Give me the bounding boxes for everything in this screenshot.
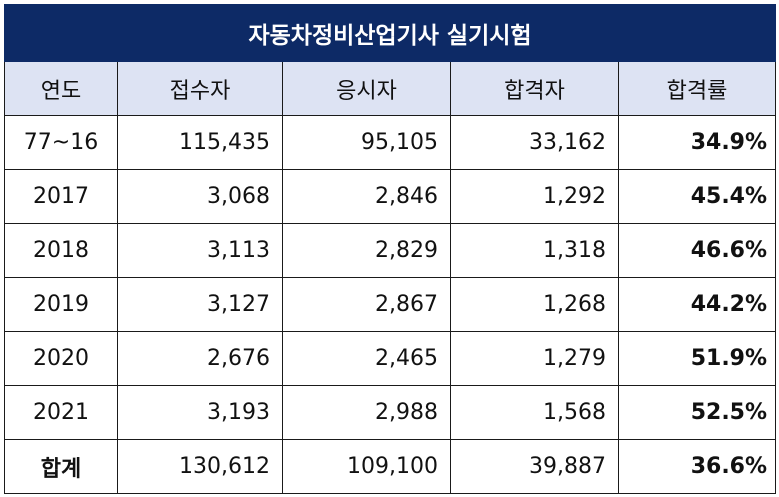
cell-pass-rate: 34.9% — [617, 115, 777, 170]
exam-stats-table-container: 자동차정비산업기사 실기시험 연도 접수자 응시자 합격자 합격률 77~16 … — [3, 4, 777, 494]
cell-passers: 33,162 — [450, 115, 619, 170]
cell-year: 2021 — [4, 385, 118, 440]
header-pass-rate: 합격률 — [617, 61, 777, 116]
total-passers: 39,887 — [450, 439, 619, 494]
cell-examinees: 2,829 — [282, 223, 451, 278]
total-examinees: 109,100 — [282, 439, 451, 494]
cell-pass-rate: 51.9% — [617, 331, 777, 386]
cell-year: 77~16 — [4, 115, 118, 170]
table-row: 2019 3,127 2,867 1,268 44.2% — [4, 277, 777, 332]
cell-applicants: 3,127 — [117, 277, 283, 332]
cell-year: 2017 — [4, 169, 118, 224]
header-passers: 합격자 — [450, 61, 619, 116]
header-row: 연도 접수자 응시자 합격자 합격률 — [4, 61, 777, 116]
table-row: 2017 3,068 2,846 1,292 45.4% — [4, 169, 777, 224]
cell-pass-rate: 45.4% — [617, 169, 777, 224]
header-year: 연도 — [4, 61, 118, 116]
cell-passers: 1,279 — [450, 331, 619, 386]
cell-examinees: 2,846 — [282, 169, 451, 224]
cell-examinees: 2,867 — [282, 277, 451, 332]
table-row: 77~16 115,435 95,105 33,162 34.9% — [4, 115, 777, 170]
cell-pass-rate: 46.6% — [617, 223, 777, 278]
header-examinees: 응시자 — [282, 61, 451, 116]
exam-stats-table: 자동차정비산업기사 실기시험 연도 접수자 응시자 합격자 합격률 77~16 … — [3, 4, 777, 494]
cell-pass-rate: 52.5% — [617, 385, 777, 440]
header-applicants: 접수자 — [117, 61, 283, 116]
cell-applicants: 3,193 — [117, 385, 283, 440]
total-applicants: 130,612 — [117, 439, 283, 494]
cell-pass-rate: 44.2% — [617, 277, 777, 332]
cell-passers: 1,268 — [450, 277, 619, 332]
cell-applicants: 3,068 — [117, 169, 283, 224]
table-row: 2021 3,193 2,988 1,568 52.5% — [4, 385, 777, 440]
cell-passers: 1,292 — [450, 169, 619, 224]
total-row: 합계 130,612 109,100 39,887 36.6% — [4, 439, 777, 494]
cell-passers: 1,318 — [450, 223, 619, 278]
cell-year: 2019 — [4, 277, 118, 332]
cell-applicants: 2,676 — [117, 331, 283, 386]
total-label: 합계 — [4, 439, 118, 494]
cell-examinees: 2,988 — [282, 385, 451, 440]
cell-applicants: 115,435 — [117, 115, 283, 170]
cell-applicants: 3,113 — [117, 223, 283, 278]
table-row: 2018 3,113 2,829 1,318 46.6% — [4, 223, 777, 278]
cell-passers: 1,568 — [450, 385, 619, 440]
table-title: 자동차정비산업기사 실기시험 — [3, 4, 777, 62]
table-row: 2020 2,676 2,465 1,279 51.9% — [4, 331, 777, 386]
cell-year: 2020 — [4, 331, 118, 386]
cell-examinees: 95,105 — [282, 115, 451, 170]
total-pass-rate: 36.6% — [617, 439, 777, 494]
cell-year: 2018 — [4, 223, 118, 278]
cell-examinees: 2,465 — [282, 331, 451, 386]
